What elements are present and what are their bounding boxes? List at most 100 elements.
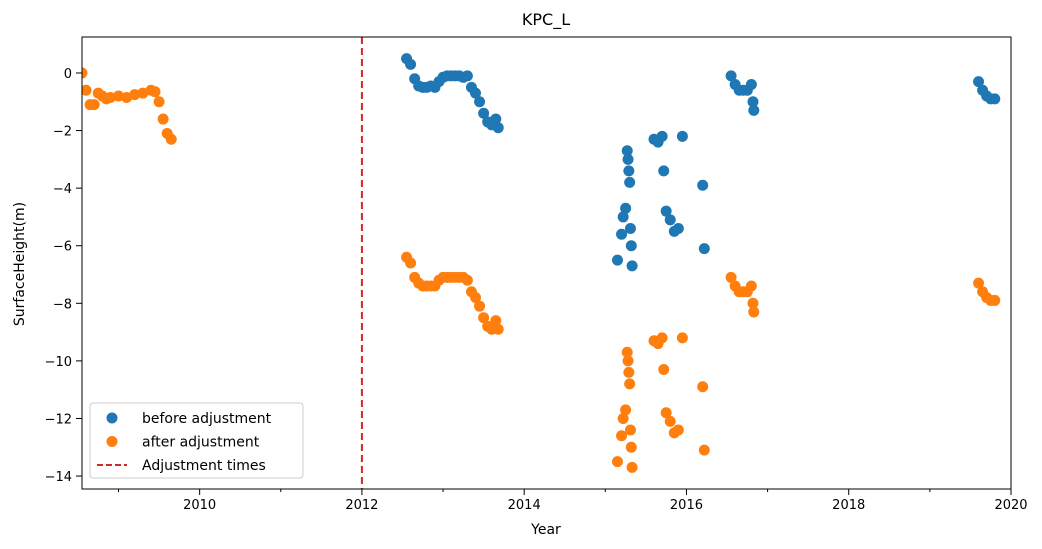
x-tick-label: 2012 [345, 498, 378, 513]
data-point [664, 415, 676, 427]
data-point [461, 274, 473, 286]
data-point [622, 355, 634, 367]
series-before-adjustment [401, 53, 1001, 272]
data-point [660, 205, 672, 217]
chart-title: KPC_L [522, 10, 570, 30]
data-point [492, 323, 504, 335]
y-tick-label: −6 [53, 240, 72, 255]
data-point [616, 228, 628, 240]
data-point [165, 133, 177, 145]
data-point [747, 96, 759, 108]
data-point [405, 257, 417, 269]
data-point [626, 260, 638, 272]
data-point [478, 312, 490, 324]
y-tick-label: −12 [45, 412, 72, 427]
legend-marker-before-adjustment [106, 412, 118, 424]
data-point [672, 424, 684, 436]
y-tick-label: −8 [53, 297, 72, 312]
legend-marker-after-adjustment [106, 436, 118, 447]
data-point [622, 153, 634, 165]
data-point [672, 222, 684, 234]
data-point [623, 165, 635, 177]
data-point [697, 179, 709, 191]
data-point [973, 277, 985, 289]
data-point [656, 332, 668, 344]
x-tick-label: 2014 [508, 498, 541, 513]
data-point [725, 70, 737, 82]
data-point [611, 254, 623, 266]
data-point [658, 165, 670, 177]
x-tick-label: 2010 [183, 498, 216, 513]
x-axis-label: Year [530, 522, 561, 538]
data-point [698, 444, 710, 456]
y-tick-label: −14 [45, 470, 72, 485]
data-point [989, 294, 1001, 306]
data-point [660, 407, 672, 419]
data-point [82, 67, 88, 79]
data-point [697, 381, 709, 393]
data-point [748, 104, 760, 116]
data-point [617, 412, 629, 424]
data-point [658, 364, 670, 376]
data-point [620, 202, 632, 214]
data-point [470, 292, 482, 304]
data-point [989, 93, 1001, 105]
data-point [157, 113, 169, 125]
data-point [474, 96, 486, 108]
legend-label-adjustment-times: Adjustment times [142, 458, 266, 474]
data-point [153, 96, 165, 108]
data-point [626, 461, 638, 473]
data-point [725, 271, 737, 283]
data-point [625, 240, 637, 252]
data-point [624, 378, 636, 390]
legend: before adjustment after adjustment Adjustm… [89, 402, 304, 479]
data-point [748, 306, 760, 318]
data-point [623, 366, 635, 378]
legend-box [89, 402, 304, 479]
data-point [113, 90, 125, 102]
y-tick-label: −10 [45, 355, 72, 370]
data-point [624, 424, 636, 436]
data-point [747, 297, 759, 309]
data-point [470, 87, 482, 99]
series-after-adjustment [82, 67, 1001, 473]
data-point [745, 79, 757, 91]
data-point [664, 214, 676, 226]
data-point [88, 99, 100, 111]
data-point [129, 89, 141, 101]
data-point [490, 113, 502, 125]
data-point [611, 456, 623, 468]
data-point [624, 222, 636, 234]
plot-layer [82, 37, 1001, 489]
data-point [104, 91, 116, 103]
x-tick-label: 2020 [994, 498, 1027, 513]
data-point [676, 332, 688, 344]
data-point [405, 58, 417, 70]
data-point [461, 70, 473, 82]
legend-label-before-adjustment: before adjustment [142, 411, 272, 427]
data-point [478, 107, 490, 119]
data-point [474, 300, 486, 312]
data-point [617, 211, 629, 223]
x-tick-label: 2016 [670, 498, 703, 513]
data-point [490, 315, 502, 327]
data-point [149, 86, 161, 98]
x-tick-label: 2018 [832, 498, 865, 513]
data-point [625, 441, 637, 453]
data-point [621, 346, 633, 358]
data-point [616, 430, 628, 442]
y-tick-label: −4 [53, 182, 72, 197]
data-point [621, 145, 633, 157]
data-point [973, 76, 985, 88]
y-tick-label: 0 [64, 67, 72, 82]
data-point [698, 243, 710, 255]
legend-label-after-adjustment: after adjustment [142, 435, 260, 451]
data-point [676, 130, 688, 142]
plot-frame [81, 36, 1012, 490]
data-point [745, 280, 757, 292]
data-point [624, 176, 636, 188]
data-point [620, 404, 632, 416]
y-axis-label: SurfaceHeight(m) [12, 202, 28, 326]
